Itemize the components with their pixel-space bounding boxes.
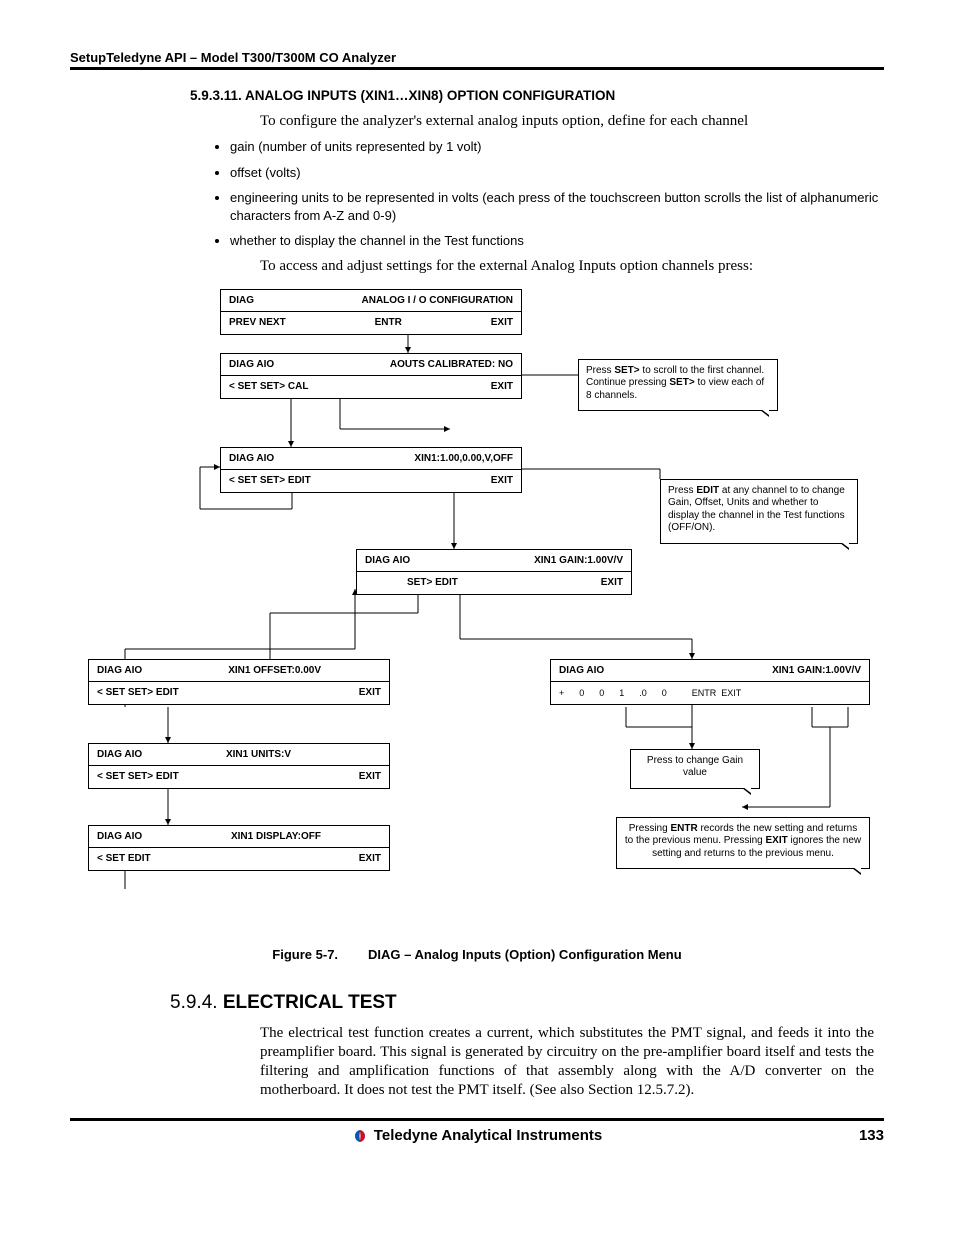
section-title: ELECTRICAL TEST bbox=[223, 992, 397, 1013]
figure-caption: Figure 5-7. DIAG – Analog Inputs (Option)… bbox=[70, 947, 884, 962]
access-text: To access and adjust settings for the ex… bbox=[260, 258, 884, 275]
menu-btn: EXIT bbox=[601, 577, 623, 588]
menu-btn: EXIT bbox=[359, 771, 381, 782]
menu-box-units: DIAG AIO XIN1 UNITS:V < SET SET> EDIT EX… bbox=[88, 743, 390, 789]
label: XIN1 GAIN:1.00V/V bbox=[534, 555, 623, 566]
callout-set: Press SET> to scroll to the first channe… bbox=[578, 359, 778, 412]
menu-btn: PREV NEXT bbox=[229, 317, 286, 328]
label: XIN1 GAIN:1.00V/V bbox=[772, 665, 861, 676]
label: AOUTS CALIBRATED: NO bbox=[390, 359, 513, 370]
page-footer: Teledyne Analytical Instruments 133 bbox=[70, 1118, 884, 1144]
label: DIAG AIO bbox=[97, 749, 142, 760]
fig-title: DIAG – Analog Inputs (Option) Configurat… bbox=[368, 947, 682, 962]
menu-btn: < SET EDIT bbox=[97, 853, 151, 864]
menu-btn: < SET SET> EDIT bbox=[97, 687, 179, 698]
label: XIN1 OFFSET:0.00V bbox=[228, 665, 321, 676]
menu-box-aouts: DIAG AIO AOUTS CALIBRATED: NO < SET SET>… bbox=[220, 353, 522, 399]
menu-btn: EXIT bbox=[359, 687, 381, 698]
menu-btn: EXIT bbox=[491, 475, 513, 486]
callout-text: Press SET> to scroll to the first channe… bbox=[586, 365, 764, 401]
menu-btn: EXIT bbox=[359, 853, 381, 864]
subsection-title: 5.9.3.11. ANALOG INPUTS (XIN1…XIN8) OPTI… bbox=[190, 88, 884, 103]
bullet-list: gain (number of units represented by 1 v… bbox=[210, 138, 884, 250]
flow-diagram: DIAG ANALOG I / O CONFIGURATION PREV NEX… bbox=[70, 289, 890, 929]
bullet-item: engineering units to be represented in v… bbox=[230, 189, 884, 224]
menu-btn: EXIT bbox=[491, 317, 513, 328]
menu-box-config: DIAG ANALOG I / O CONFIGURATION PREV NEX… bbox=[220, 289, 522, 335]
label: XIN1 UNITS:V bbox=[226, 749, 291, 760]
section-heading: 5.9.4. ELECTRICAL TEST bbox=[170, 992, 884, 1014]
label: DIAG AIO bbox=[559, 665, 604, 676]
logo-icon bbox=[352, 1129, 368, 1143]
value-row: + 0 0 1 .0 0 ENTR EXIT bbox=[559, 688, 741, 698]
label: DIAG AIO bbox=[97, 665, 142, 676]
label: DIAG AIO bbox=[97, 831, 142, 842]
callout-text: Press to change Gain value bbox=[647, 755, 743, 779]
label: ANALOG I / O CONFIGURATION bbox=[362, 295, 513, 306]
page-number: 133 bbox=[859, 1127, 884, 1144]
footer-brand: Teledyne Analytical Instruments bbox=[374, 1127, 602, 1144]
bullet-item: whether to display the channel in the Te… bbox=[230, 232, 884, 250]
section-number: 5.9.4. bbox=[170, 992, 218, 1013]
fig-number: Figure 5-7. bbox=[272, 947, 338, 962]
callout-entr-exit: Pressing ENTR records the new setting an… bbox=[616, 817, 870, 870]
label: DIAG AIO bbox=[229, 359, 274, 370]
bullet-item: offset (volts) bbox=[230, 164, 884, 182]
label: XIN1 DISPLAY:OFF bbox=[231, 831, 321, 842]
menu-btn: < SET SET> EDIT bbox=[97, 771, 179, 782]
menu-btn: EXIT bbox=[491, 381, 513, 392]
bullet-item: gain (number of units represented by 1 v… bbox=[230, 138, 884, 156]
menu-box-display: DIAG AIO XIN1 DISPLAY:OFF < SET EDIT EXI… bbox=[88, 825, 390, 871]
callout-text: Pressing ENTR records the new setting an… bbox=[625, 823, 861, 859]
menu-btn: SET> EDIT bbox=[365, 577, 458, 588]
menu-box-gain: DIAG AIO XIN1 GAIN:1.00V/V SET> EDIT EXI… bbox=[356, 549, 632, 595]
menu-box-gain-edit: DIAG AIO XIN1 GAIN:1.00V/V + 0 0 1 .0 0 … bbox=[550, 659, 870, 705]
body-paragraph: The electrical test function creates a c… bbox=[260, 1024, 874, 1101]
intro-text: To configure the analyzer's external ana… bbox=[260, 113, 884, 130]
menu-box-offset: DIAG AIO XIN1 OFFSET:0.00V < SET SET> ED… bbox=[88, 659, 390, 705]
page-header: SetupTeledyne API – Model T300/T300M CO … bbox=[70, 50, 884, 70]
menu-box-xin1: DIAG AIO XIN1:1.00,0.00,V,OFF < SET SET>… bbox=[220, 447, 522, 493]
menu-btn: < SET SET> EDIT bbox=[229, 475, 311, 486]
menu-btn: < SET SET> CAL bbox=[229, 381, 308, 392]
callout-edit: Press EDIT at any channel to to change G… bbox=[660, 479, 858, 544]
label: XIN1:1.00,0.00,V,OFF bbox=[414, 453, 513, 464]
callout-text: Press EDIT at any channel to to change G… bbox=[668, 485, 845, 534]
label: DIAG AIO bbox=[229, 453, 274, 464]
callout-gain-change: Press to change Gain value bbox=[630, 749, 760, 789]
label: DIAG AIO bbox=[365, 555, 410, 566]
menu-btn: ENTR bbox=[375, 317, 402, 328]
label: DIAG bbox=[229, 295, 254, 306]
